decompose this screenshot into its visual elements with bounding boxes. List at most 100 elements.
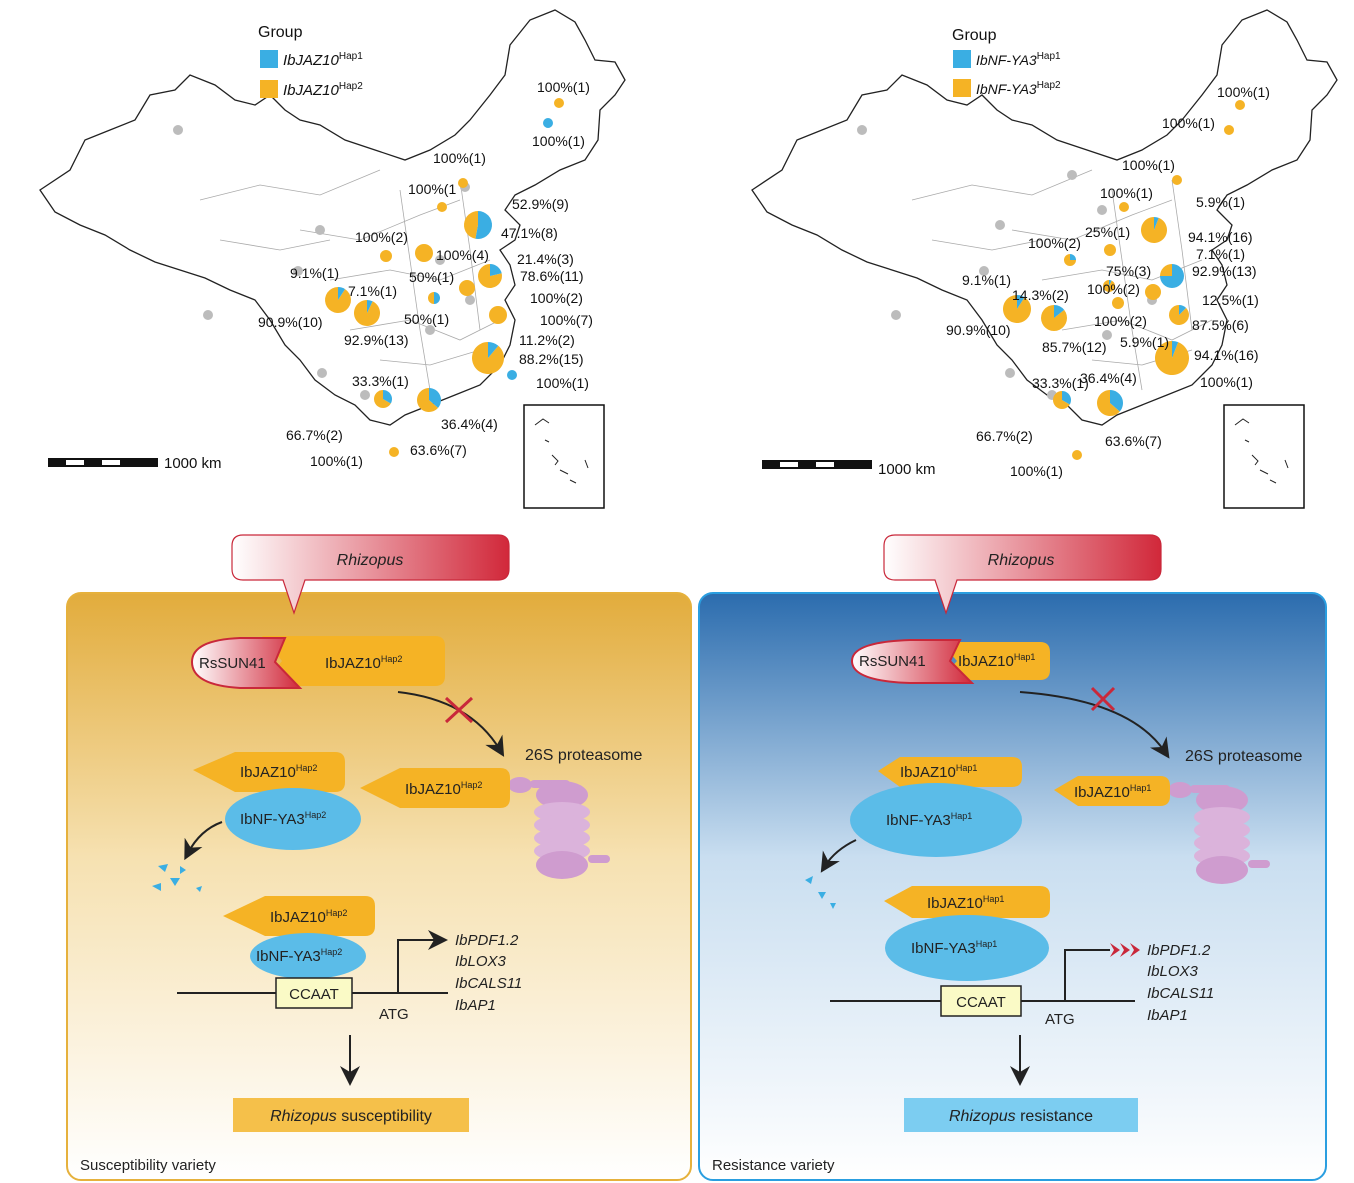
- pie-chart: [478, 264, 503, 289]
- pie-slice-hap1: [338, 287, 346, 300]
- percent-label: 9.1%(1): [290, 265, 339, 281]
- svg-text:IbJAZ10Hap1: IbJAZ10Hap1: [958, 652, 1035, 670]
- pie-slice-hap2: [374, 390, 391, 409]
- pie-slice-hap2: [478, 264, 503, 289]
- map-panel-jaz10: 1000 km Group IbJAZ10Hap1 IbJAZ10Hap2 10…: [39, 9, 626, 509]
- pie-slice-hap1: [1179, 305, 1187, 315]
- pie-slice-hap2: [458, 178, 468, 188]
- pie-chart: [489, 306, 507, 324]
- pie-slice-hap2: [428, 292, 434, 304]
- percent-label: 14.3%(2): [1012, 287, 1069, 303]
- blocked-cross: [444, 696, 474, 724]
- percent-label: 100%(2): [1094, 313, 1147, 329]
- percent-label: 100%(4): [436, 247, 489, 263]
- percent-label: 100%(1): [536, 375, 589, 391]
- percent-label: 100%(2): [355, 229, 408, 245]
- pie-slice-hap2: [1112, 297, 1124, 309]
- svg-text:IbJAZ10Hap2: IbJAZ10Hap2: [405, 780, 482, 798]
- percent-label: 92.9%(13): [344, 332, 409, 348]
- pie-chart: [354, 300, 380, 326]
- percent-label: 88.2%(15): [519, 351, 584, 367]
- svg-text:IbJAZ10Hap2: IbJAZ10Hap2: [240, 763, 317, 781]
- pie-slice-hap2: [489, 306, 507, 324]
- jaz-nfya-complex-2: IbJAZ10Hap2 IbNF-YA3Hap2: [223, 896, 375, 979]
- percent-label: 75%(3): [1106, 263, 1151, 279]
- svg-text:CCAAT: CCAAT: [956, 994, 1006, 1011]
- pie-slice-hap1: [1160, 264, 1184, 288]
- scale-bar: 1000 km: [48, 455, 222, 472]
- free-jaz: IbJAZ10Hap2: [360, 768, 510, 808]
- outcome-label: Rhizopus resistance: [949, 1108, 1093, 1125]
- percent-label: 100%(7): [540, 312, 593, 328]
- percent-label: 100%(1): [532, 133, 585, 149]
- china-outline: [39, 9, 626, 426]
- pie-chart: [1145, 284, 1161, 300]
- pie-slice-hap1: [543, 118, 553, 128]
- grey-sites: [857, 125, 1157, 400]
- legend-item-hap2: IbNF-YA3Hap2: [976, 80, 1061, 97]
- pie-chart: [1041, 305, 1067, 332]
- percent-label: 100%(1): [1100, 185, 1153, 201]
- svg-text:IbNF-YA3Hap2: IbNF-YA3Hap2: [240, 810, 326, 828]
- pie-slice-hap2: [1072, 450, 1082, 460]
- percent-label: 100%(2): [1028, 235, 1081, 251]
- proteasome-icon: [1168, 782, 1270, 884]
- effector-complex: RsSUN41 IbJAZ10Hap1: [850, 638, 1050, 685]
- percent-labels: 100%(1)100%(1)100%(1)100%(1)5.9%(1)25%(1…: [946, 84, 1270, 479]
- pie-chart: [1104, 244, 1116, 256]
- pie-chart: [1119, 202, 1129, 212]
- pie-chart: [1112, 297, 1124, 309]
- svg-text:IbPDF1.2: IbPDF1.2: [455, 932, 519, 949]
- percent-label: 100%(1): [310, 453, 363, 469]
- percent-label: 36.4%(4): [1080, 370, 1137, 386]
- outcome-label: Rhizopus susceptibility: [270, 1108, 432, 1125]
- percent-label: 100%(2): [1087, 281, 1140, 297]
- scale-bar: 1000 km: [762, 460, 936, 478]
- percent-label: 7.1%(1): [348, 283, 397, 299]
- scale-label: 1000 km: [164, 455, 222, 472]
- susceptibility-panel-bg: [66, 592, 692, 1181]
- pie-charts: [324, 98, 564, 457]
- pie-slice-hap2: [1160, 264, 1172, 276]
- pie-slice-hap2: [380, 250, 392, 262]
- pathogen-label: Rhizopus: [988, 552, 1055, 569]
- outcome-box: [904, 1098, 1138, 1132]
- pie-chart: [1155, 341, 1189, 376]
- pie-chart: [1169, 305, 1189, 325]
- degradation-arrow-2: [820, 839, 857, 873]
- map-legend: Group IbNF-YA3Hap1 IbNF-YA3Hap2: [952, 27, 1061, 97]
- pie-slice-hap2: [1104, 244, 1116, 256]
- scale-label: 1000 km: [878, 461, 936, 478]
- percent-label: 87.5%(6): [1192, 317, 1249, 333]
- pie-chart: [459, 280, 475, 296]
- pie-slice-hap1: [1172, 341, 1179, 358]
- percent-label: 78.6%(11): [520, 268, 584, 284]
- grey-sites: [173, 125, 475, 400]
- atg-label: ATG: [379, 1006, 409, 1023]
- svg-text:26S proteasome: 26S proteasome: [1185, 748, 1303, 765]
- percent-label: 12.5%(1): [1202, 292, 1259, 308]
- pie-slice-hap2: [1119, 202, 1129, 212]
- pie-slice-hap1: [488, 342, 499, 358]
- percent-label: 94.1%(16): [1194, 347, 1259, 363]
- map-legend: Group IbJAZ10Hap1 IbJAZ10Hap2: [258, 24, 363, 99]
- pie-chart: [507, 370, 517, 380]
- degradation-arrow-2: [184, 821, 223, 861]
- pie-slice-hap2: [471, 342, 504, 374]
- south-china-sea-inset: [523, 404, 605, 509]
- percent-label: 90.9%(10): [258, 314, 323, 330]
- pie-slice-hap2: [1235, 100, 1245, 110]
- pie-slice-hap1: [1154, 217, 1159, 230]
- proteasome-label: 26S proteasome: [525, 747, 643, 764]
- susceptibility-model: Rhizopus RsSUN41 IbJAZ10Hap2 26S proteas…: [66, 534, 692, 1181]
- legend-swatch-hap1: [260, 50, 278, 68]
- south-china-sea-inset: [1223, 404, 1305, 509]
- percent-label: 85.7%(12): [1042, 339, 1107, 355]
- svg-text:IbAP1: IbAP1: [455, 997, 496, 1014]
- svg-text:IbLOX3: IbLOX3: [455, 953, 507, 970]
- variety-label: Susceptibility variety: [80, 1157, 216, 1174]
- pie-slice-hap1: [367, 300, 373, 313]
- ccaat-label: CCAAT: [289, 986, 339, 1003]
- percent-label: 7.1%(1): [1196, 246, 1245, 262]
